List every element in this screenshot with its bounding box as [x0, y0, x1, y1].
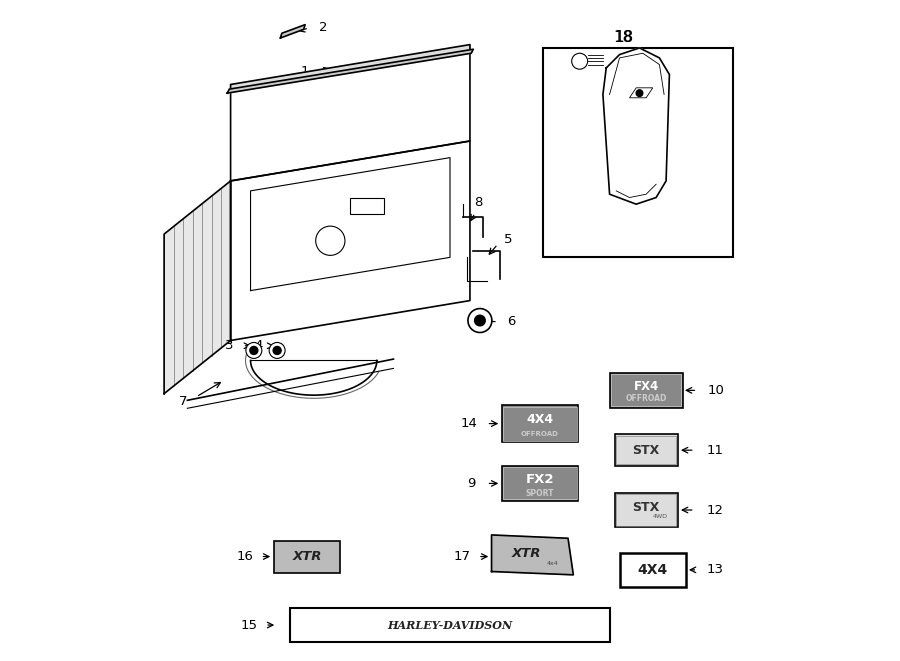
Bar — [274, 541, 340, 572]
Circle shape — [316, 226, 345, 255]
Bar — [503, 467, 577, 499]
Text: 2: 2 — [320, 22, 328, 34]
Text: 16: 16 — [237, 550, 254, 563]
Text: 15: 15 — [240, 619, 257, 631]
Text: OFFROAD: OFFROAD — [626, 395, 667, 403]
Text: 7: 7 — [178, 395, 187, 408]
Text: 10: 10 — [707, 384, 724, 397]
Text: STX: STX — [633, 444, 660, 457]
Polygon shape — [250, 157, 450, 291]
Text: 4WD: 4WD — [652, 514, 668, 520]
Text: 1: 1 — [301, 65, 310, 78]
Text: FX2: FX2 — [526, 473, 554, 486]
Text: OFFROAD: OFFROAD — [521, 431, 559, 437]
Bar — [291, 608, 609, 642]
Text: 4: 4 — [255, 339, 263, 352]
Bar — [609, 373, 683, 408]
Polygon shape — [629, 88, 652, 98]
Text: STX: STX — [633, 501, 660, 514]
Circle shape — [273, 346, 281, 354]
Polygon shape — [228, 50, 473, 93]
Bar — [543, 48, 733, 257]
Text: 3: 3 — [225, 339, 233, 352]
Text: 18: 18 — [613, 30, 633, 46]
Text: SPORT: SPORT — [526, 488, 554, 498]
Text: 9: 9 — [467, 477, 475, 490]
Text: 13: 13 — [706, 563, 723, 576]
Circle shape — [636, 90, 643, 97]
Bar — [501, 405, 578, 442]
Polygon shape — [230, 44, 470, 91]
Polygon shape — [230, 48, 470, 181]
Bar — [615, 492, 678, 527]
Text: FX4: FX4 — [634, 379, 659, 393]
Text: 12: 12 — [706, 504, 723, 516]
Circle shape — [474, 315, 485, 326]
Text: 11: 11 — [706, 444, 723, 457]
Bar — [615, 434, 678, 466]
Circle shape — [572, 54, 588, 69]
Bar — [619, 553, 686, 587]
Bar — [350, 198, 383, 214]
Text: 4x4: 4x4 — [547, 561, 559, 566]
Circle shape — [246, 342, 262, 358]
Text: 4X4: 4X4 — [638, 563, 668, 577]
Circle shape — [269, 342, 285, 358]
Text: 14: 14 — [460, 417, 477, 430]
Circle shape — [468, 309, 492, 332]
Polygon shape — [491, 535, 573, 575]
Text: 6: 6 — [507, 315, 516, 329]
Polygon shape — [281, 24, 305, 38]
Bar — [616, 436, 676, 465]
Bar — [616, 494, 676, 525]
Bar — [501, 466, 578, 500]
Bar — [503, 407, 577, 440]
Polygon shape — [230, 141, 470, 340]
Text: 5: 5 — [504, 233, 513, 246]
Text: 4X4: 4X4 — [526, 413, 554, 426]
Bar — [611, 374, 681, 407]
Text: XTR: XTR — [512, 547, 541, 561]
Text: XTR: XTR — [292, 550, 322, 563]
Polygon shape — [603, 48, 670, 204]
Text: 18: 18 — [615, 30, 634, 46]
Circle shape — [250, 346, 258, 354]
Polygon shape — [164, 181, 230, 394]
Text: 8: 8 — [473, 196, 482, 209]
Text: 17: 17 — [454, 550, 471, 563]
Text: HARLEY-DAVIDSON: HARLEY-DAVIDSON — [387, 619, 513, 631]
